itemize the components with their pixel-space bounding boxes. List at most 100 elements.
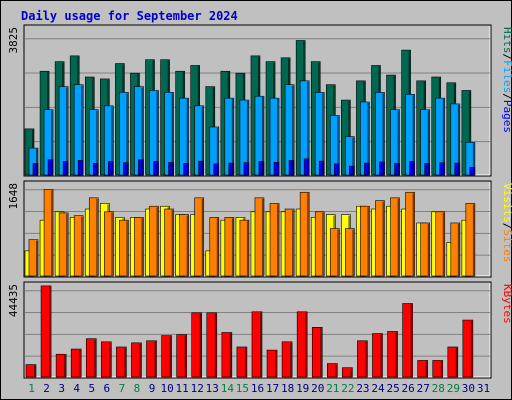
bar-shade [51,160,53,175]
x-tick-label-day-4: 4 [73,382,80,395]
bar-pages-day-27 [424,163,430,176]
bar-shade [427,223,430,276]
bar-face [424,163,430,176]
bar-shade [410,304,413,377]
bar-sites-day-6 [104,211,114,277]
bar-face [43,189,54,277]
x-tick-label-day-26: 26 [402,382,415,395]
bar-face [299,191,310,277]
bar-shade [261,97,264,175]
bar-face [390,197,400,277]
bar-shade [81,161,83,175]
bar-face [372,333,383,378]
bar-face [88,197,99,277]
bar-face [345,228,355,277]
bar-face [55,353,67,378]
bar-kbytes-day-17 [266,349,278,378]
bar-shade [216,127,219,175]
x-tick-label-day-25: 25 [386,382,399,395]
bar-face [326,363,338,378]
y-axis-label-part: / [501,93,512,100]
bar-face [357,340,368,378]
bar-shade [111,162,113,175]
bar-pages-day-4 [77,160,84,176]
bar-pages-day-12 [198,160,205,176]
bar-shade [322,93,324,175]
bar-face [40,285,52,378]
bar-shade [141,160,143,175]
x-tick-label-day-18: 18 [281,382,294,395]
bar-kbytes-day-14 [221,332,233,378]
bar-pages-day-2 [47,159,54,176]
x-tick-label-day-14: 14 [221,382,235,395]
bar-shade [186,99,189,175]
bar-face [243,162,250,176]
bar-kbytes-day-1 [25,364,37,378]
bar-face [191,312,203,378]
bar-kbytes-day-19 [296,311,308,378]
bar-shade [455,347,458,377]
bar-pages-day-13 [213,163,220,176]
bar-face [251,311,263,378]
bar-shade [246,163,249,175]
x-tick-label-day-2: 2 [43,382,50,395]
bar-face [209,217,220,277]
bar-kbytes-day-11 [176,334,187,378]
x-tick-label-day-31: 31 [477,382,490,395]
x-tick-label-day-19: 19 [296,382,309,395]
bar-pages-day-18 [288,160,295,176]
bar-pages-day-14 [228,162,235,176]
bar-shade [395,332,398,377]
bar-pages-day-9 [153,161,159,176]
bar-sites-day-2 [43,189,54,277]
bar-face [123,162,129,176]
bar-kbytes-day-28 [432,360,444,378]
bar-face [138,159,144,176]
bar-shade [259,312,262,377]
x-tick-label-day-20: 20 [311,382,324,395]
bar-sites-day-23 [360,205,370,277]
bar-shade [397,110,400,175]
bar-shade [307,159,309,175]
bar-shade [380,334,382,377]
bar-face [450,222,461,277]
bar-face [183,163,189,176]
bar-face [405,191,415,277]
bar-shade [277,99,279,175]
bar-shade [139,343,141,377]
bar-shade [229,333,232,377]
bar-face [314,211,325,277]
bar-face [454,162,461,176]
bar-shade [36,240,38,276]
bar-shade [186,164,189,175]
bar-face [432,360,444,378]
bar-sites-day-5 [88,197,99,277]
bar-face [435,211,446,277]
bar-face [25,364,37,378]
bar-shade [51,190,53,276]
bar-face [85,338,97,378]
bar-face [236,346,248,378]
bar-sites-day-16 [254,197,265,277]
bar-face [288,160,295,176]
y-axis-label-part: Files [501,60,512,93]
bar-shade [382,93,384,175]
bar-shade [79,350,81,377]
bar-face [176,334,187,378]
bar-face [92,163,99,176]
bar-pages-day-24 [379,161,385,176]
bar-shade [442,212,445,276]
bar-face [198,160,205,176]
bar-shade [126,221,128,276]
bar-face [164,208,174,277]
bar-sites-day-13 [209,217,220,277]
bar-sites-day-12 [194,197,205,277]
bar-sites-day-22 [345,228,355,277]
bar-face [420,222,430,277]
x-tick-label-day-28: 28 [432,382,445,395]
bar-shade [472,168,475,175]
bar-pages-day-23 [364,162,370,176]
bar-shade [231,164,234,175]
bar-shade [141,218,143,276]
x-tick-label-day-27: 27 [417,382,430,395]
